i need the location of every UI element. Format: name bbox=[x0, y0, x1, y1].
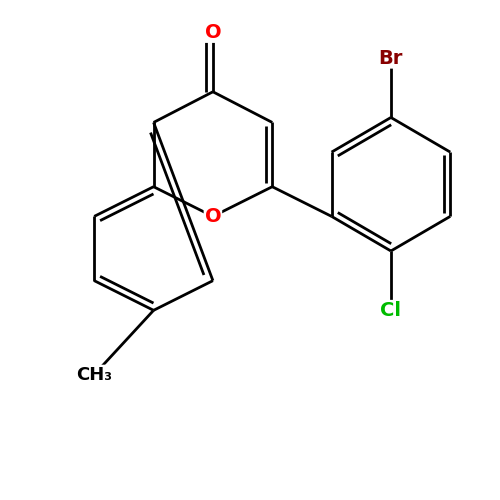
Text: Br: Br bbox=[378, 48, 403, 68]
Text: CH₃: CH₃ bbox=[76, 366, 112, 384]
Text: Cl: Cl bbox=[380, 301, 402, 320]
Text: O: O bbox=[204, 23, 221, 42]
Text: O: O bbox=[204, 207, 221, 226]
